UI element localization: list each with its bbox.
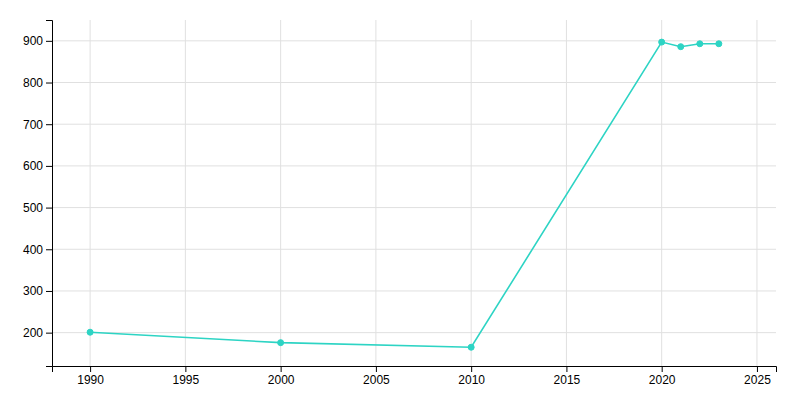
x-tick-mark <box>376 366 377 372</box>
point <box>278 340 284 346</box>
x-grid-line <box>471 20 472 366</box>
y-grid-line <box>52 332 776 333</box>
x-tick: 2005 <box>363 366 390 387</box>
y-tick-label: 300 <box>23 284 43 298</box>
y-tick: 300 <box>23 284 52 298</box>
x-tick: 2015 <box>554 366 581 387</box>
x-tick-label: 2010 <box>458 373 485 387</box>
x-tick-label: 2000 <box>268 373 295 387</box>
y-tick-mark <box>46 333 52 334</box>
y-tick: 800 <box>23 76 52 90</box>
point <box>87 329 93 335</box>
point <box>659 39 665 45</box>
y-grid-line <box>52 290 776 291</box>
y-grid-line <box>52 249 776 250</box>
x-tick: 1990 <box>77 366 104 387</box>
x-grid-line <box>280 20 281 366</box>
y-grid-line <box>52 82 776 83</box>
x-tick-label: 2005 <box>363 373 390 387</box>
y-grid-line <box>52 207 776 208</box>
x-tick: 2000 <box>268 366 295 387</box>
y-tick-label: 500 <box>23 201 43 215</box>
point <box>468 344 474 350</box>
point <box>697 41 703 47</box>
point <box>716 41 722 47</box>
y-tick-mark <box>46 41 52 42</box>
y-tick: 600 <box>23 159 52 173</box>
y-tick-label: 200 <box>23 326 43 340</box>
x-tick-label: 1995 <box>173 373 200 387</box>
y-grid-line <box>52 40 776 41</box>
y-tick-label: 600 <box>23 159 43 173</box>
x-grid-line <box>756 20 757 366</box>
x-tick-mark <box>281 366 282 372</box>
x-axis-line <box>53 367 777 373</box>
x-tick-label: 2015 <box>554 373 581 387</box>
x-tick: 1995 <box>173 366 200 387</box>
plot: 1990 1995 2000 2005 2010 2015 2020 2025 200 300 40… <box>23 20 777 387</box>
x-tick-mark <box>662 366 663 372</box>
x-tick-mark <box>90 366 91 372</box>
x-tick-mark <box>471 366 472 372</box>
y-tick-label: 400 <box>23 243 43 257</box>
y-tick-mark <box>46 291 52 292</box>
x-grid-line <box>375 20 376 366</box>
x-tick-label: 1990 <box>77 373 104 387</box>
y-grid-line <box>52 124 776 125</box>
y-tick: 400 <box>23 243 52 257</box>
y-tick-mark <box>46 249 52 250</box>
x-grid-line <box>90 20 91 366</box>
y-tick: 200 <box>23 326 52 340</box>
y-tick-mark <box>46 124 52 125</box>
y-tick: 900 <box>23 34 52 48</box>
y-tick: 500 <box>23 201 52 215</box>
x-tick-label: 2020 <box>649 373 676 387</box>
chart: 1990 1995 2000 2005 2010 2015 2020 2025 200 300 40… <box>0 0 800 400</box>
y-tick-label: 800 <box>23 76 43 90</box>
x-tick: 2020 <box>649 366 676 387</box>
x-axis: 1990 1995 2000 2005 2010 2015 2020 2025 <box>53 366 777 387</box>
x-tick: 2010 <box>458 366 485 387</box>
y-axis-line <box>46 21 53 367</box>
x-tick-mark <box>566 366 567 372</box>
x-tick: 2025 <box>744 366 771 387</box>
x-tick-mark <box>185 366 186 372</box>
y-tick: 700 <box>23 118 52 132</box>
line <box>90 42 719 347</box>
marks <box>87 39 722 350</box>
y-grid-line <box>52 165 776 166</box>
x-tick-mark <box>757 366 758 372</box>
x-tick-label: 2025 <box>744 373 771 387</box>
x-grid-line <box>185 20 186 366</box>
x-grid-line <box>661 20 662 366</box>
y-axis: 200 300 400 500 600 700 800 900 <box>23 21 53 367</box>
y-tick-mark <box>46 83 52 84</box>
y-tick-label: 900 <box>23 34 43 48</box>
y-tick-mark <box>46 208 52 209</box>
grid <box>52 20 776 366</box>
y-tick-label: 700 <box>23 118 43 132</box>
point <box>678 44 684 50</box>
y-tick-mark <box>46 166 52 167</box>
